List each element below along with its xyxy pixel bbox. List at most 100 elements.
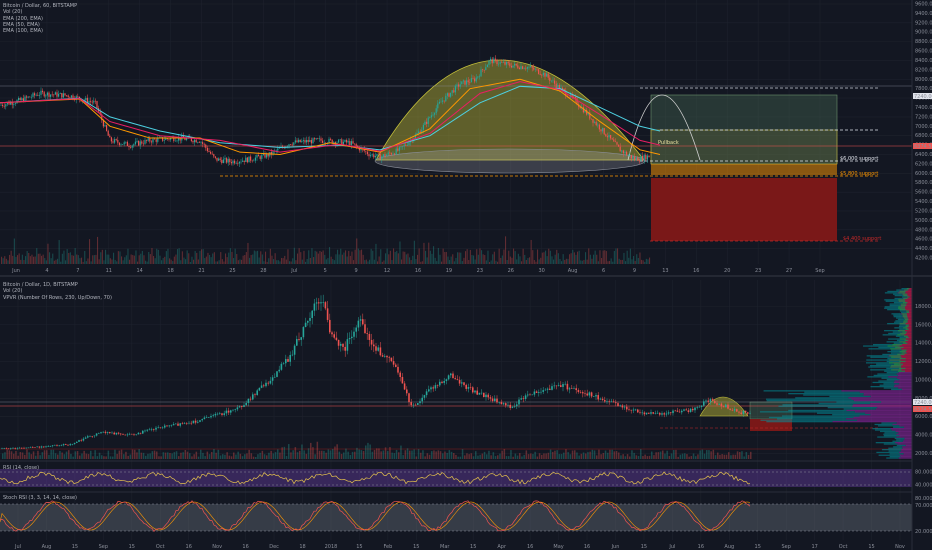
top-volume-bar [586, 259, 588, 264]
top-volume-bar [457, 252, 459, 264]
vpvr-row-down [899, 451, 912, 454]
top-volume-bar [68, 253, 70, 264]
top-volume-bar [639, 252, 641, 264]
top-volume-bar [181, 251, 183, 264]
vpvr-row-up [763, 390, 842, 392]
top-candle-body [403, 144, 405, 147]
top-candle-body [64, 93, 66, 96]
top-volume-bar [551, 256, 553, 264]
top-candle-body [442, 100, 444, 102]
top-candle-body [21, 98, 23, 101]
bottom-volume-bar [373, 449, 376, 459]
bottom-volume-bar [439, 451, 442, 459]
bottom-candle-body [531, 394, 533, 396]
top-candle-body [518, 67, 520, 69]
top-candle-body [242, 160, 244, 162]
bottom-volume-bar [382, 450, 385, 459]
vpvr-row-up [884, 370, 902, 372]
vpvr-row-down [905, 444, 912, 447]
vpvr-row-up [768, 416, 854, 419]
bottom-volume-bar [376, 448, 378, 459]
bottom-candle-body [362, 319, 364, 325]
top-candle-body [251, 160, 253, 162]
vpvr-row-up [766, 421, 833, 423]
top-volume-bar [644, 261, 646, 264]
bottom-volume-bar [175, 451, 178, 459]
bottom-volume-bar [184, 449, 187, 459]
top-candle-body [434, 113, 436, 115]
vpvr-row-green [905, 325, 909, 328]
bottom-candle-body [681, 410, 683, 413]
top-candle-body [432, 114, 434, 116]
bottom-candle-body [168, 425, 170, 427]
bottom-candle-body [452, 373, 454, 379]
top-candle-body [197, 142, 199, 143]
bottom-volume-bar [387, 451, 389, 459]
top-volume-bar [170, 259, 172, 264]
bottom-volume-bar [268, 452, 270, 459]
top-candle-body [558, 84, 560, 90]
vpvr-row-red [908, 339, 912, 342]
top-volume-bar [36, 248, 38, 264]
bottom-badge-7240-text: 7240.00 [914, 400, 932, 406]
top-volume-bar [322, 250, 324, 264]
top-volume-bar [196, 252, 198, 264]
bottom-volume-bar [178, 456, 180, 459]
bottom-volume-bar [384, 447, 387, 459]
vpvr-row-down [901, 449, 912, 451]
bottom-volume-bar [305, 453, 308, 459]
top-volume-bar [183, 257, 185, 264]
bottom-volume-bar [263, 454, 266, 459]
vpvr-row-green [905, 310, 909, 312]
bottom-volume-bar [180, 452, 182, 459]
top-candle-body [608, 134, 610, 138]
top-volume-bar [17, 255, 19, 264]
top-volume-bar [42, 254, 44, 264]
top-volume-bar [249, 257, 251, 264]
bottom-candle-body [313, 303, 316, 311]
top-price-tick: 5600.00 [915, 190, 932, 196]
bottom-volume-bar [745, 452, 748, 459]
top-volume-bar [84, 250, 86, 264]
top-volume-bar [49, 252, 51, 264]
bottom-volume-bar [235, 454, 237, 459]
top-candle-body [42, 90, 44, 93]
top-candle-body [104, 125, 106, 127]
vpvr-row-down [859, 391, 912, 393]
bottom-candle-body [498, 402, 500, 403]
bottom-candle-body [610, 401, 613, 402]
bottom-candle-body [353, 331, 355, 337]
bottom-candle-body [172, 424, 175, 426]
top-candle-body [374, 155, 376, 158]
top-candle-body [638, 160, 640, 162]
top-volume-bar [509, 256, 511, 264]
bottom-candle-body [344, 346, 346, 351]
top-candle-body [234, 160, 236, 164]
top-volume-bar [610, 258, 612, 264]
bottom-candle-body [595, 395, 597, 397]
vpvr-row-red [908, 318, 912, 321]
top-volume-bar [631, 259, 633, 264]
vpvr-row-red [905, 330, 912, 332]
top-volume-bar [421, 261, 423, 264]
top-volume-bar [103, 260, 105, 264]
vpvr-row-up [836, 401, 882, 403]
top-volume-bar [29, 256, 31, 264]
bottom-time-tick: 16 [527, 544, 533, 550]
bottom-price-tick: 2000.00 [915, 451, 932, 457]
bottom-candle-body [447, 375, 450, 380]
bottom-candle-body [201, 419, 203, 421]
bottom-candle-body [274, 376, 276, 378]
bottom-volume-bar [270, 450, 272, 459]
top-volume-bar [281, 257, 283, 264]
bottom-candle-body [494, 398, 496, 402]
bottom-candle-body [445, 379, 448, 382]
bottom-volume-bar [402, 455, 404, 459]
top-candle-body [421, 129, 423, 134]
top-candle-body [0, 104, 2, 106]
top-volume-bar [33, 256, 35, 264]
top-candle-body [166, 138, 168, 139]
bottom-volume-bar [466, 453, 468, 459]
